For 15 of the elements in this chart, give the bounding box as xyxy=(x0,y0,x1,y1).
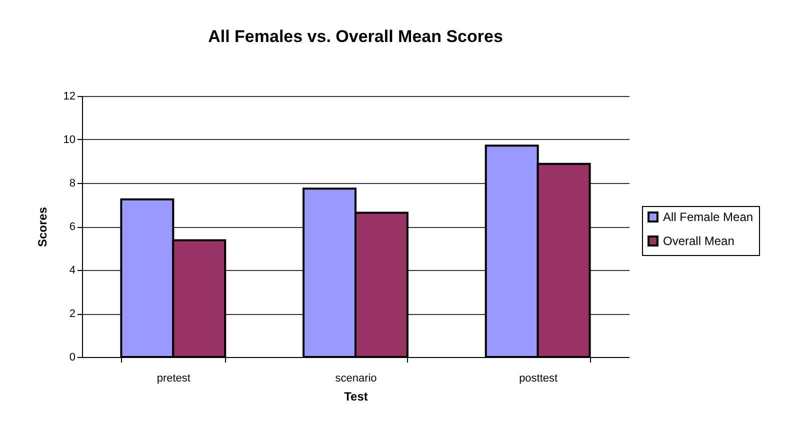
x-tick-label: posttest xyxy=(519,372,558,384)
y-tick-label: 2 xyxy=(69,308,76,320)
y-tick-label: 10 xyxy=(63,134,76,146)
y-tick-label: 6 xyxy=(69,221,76,233)
y-tick-label: 8 xyxy=(69,178,76,190)
legend-label: All Female Mean xyxy=(663,210,754,224)
y-tick-label: 4 xyxy=(69,264,76,276)
y-axis-title: Scores xyxy=(35,206,50,248)
y-tick-label: 0 xyxy=(69,352,76,364)
chart-title: All Females vs. Overall Mean Scores xyxy=(208,27,503,46)
x-axis-title: Test xyxy=(344,390,368,404)
x-tick-label: scenario xyxy=(335,372,377,384)
y-tick-label: 12 xyxy=(63,90,76,102)
x-tick-label: pretest xyxy=(156,372,190,384)
legend-label: Overall Mean xyxy=(663,234,734,248)
